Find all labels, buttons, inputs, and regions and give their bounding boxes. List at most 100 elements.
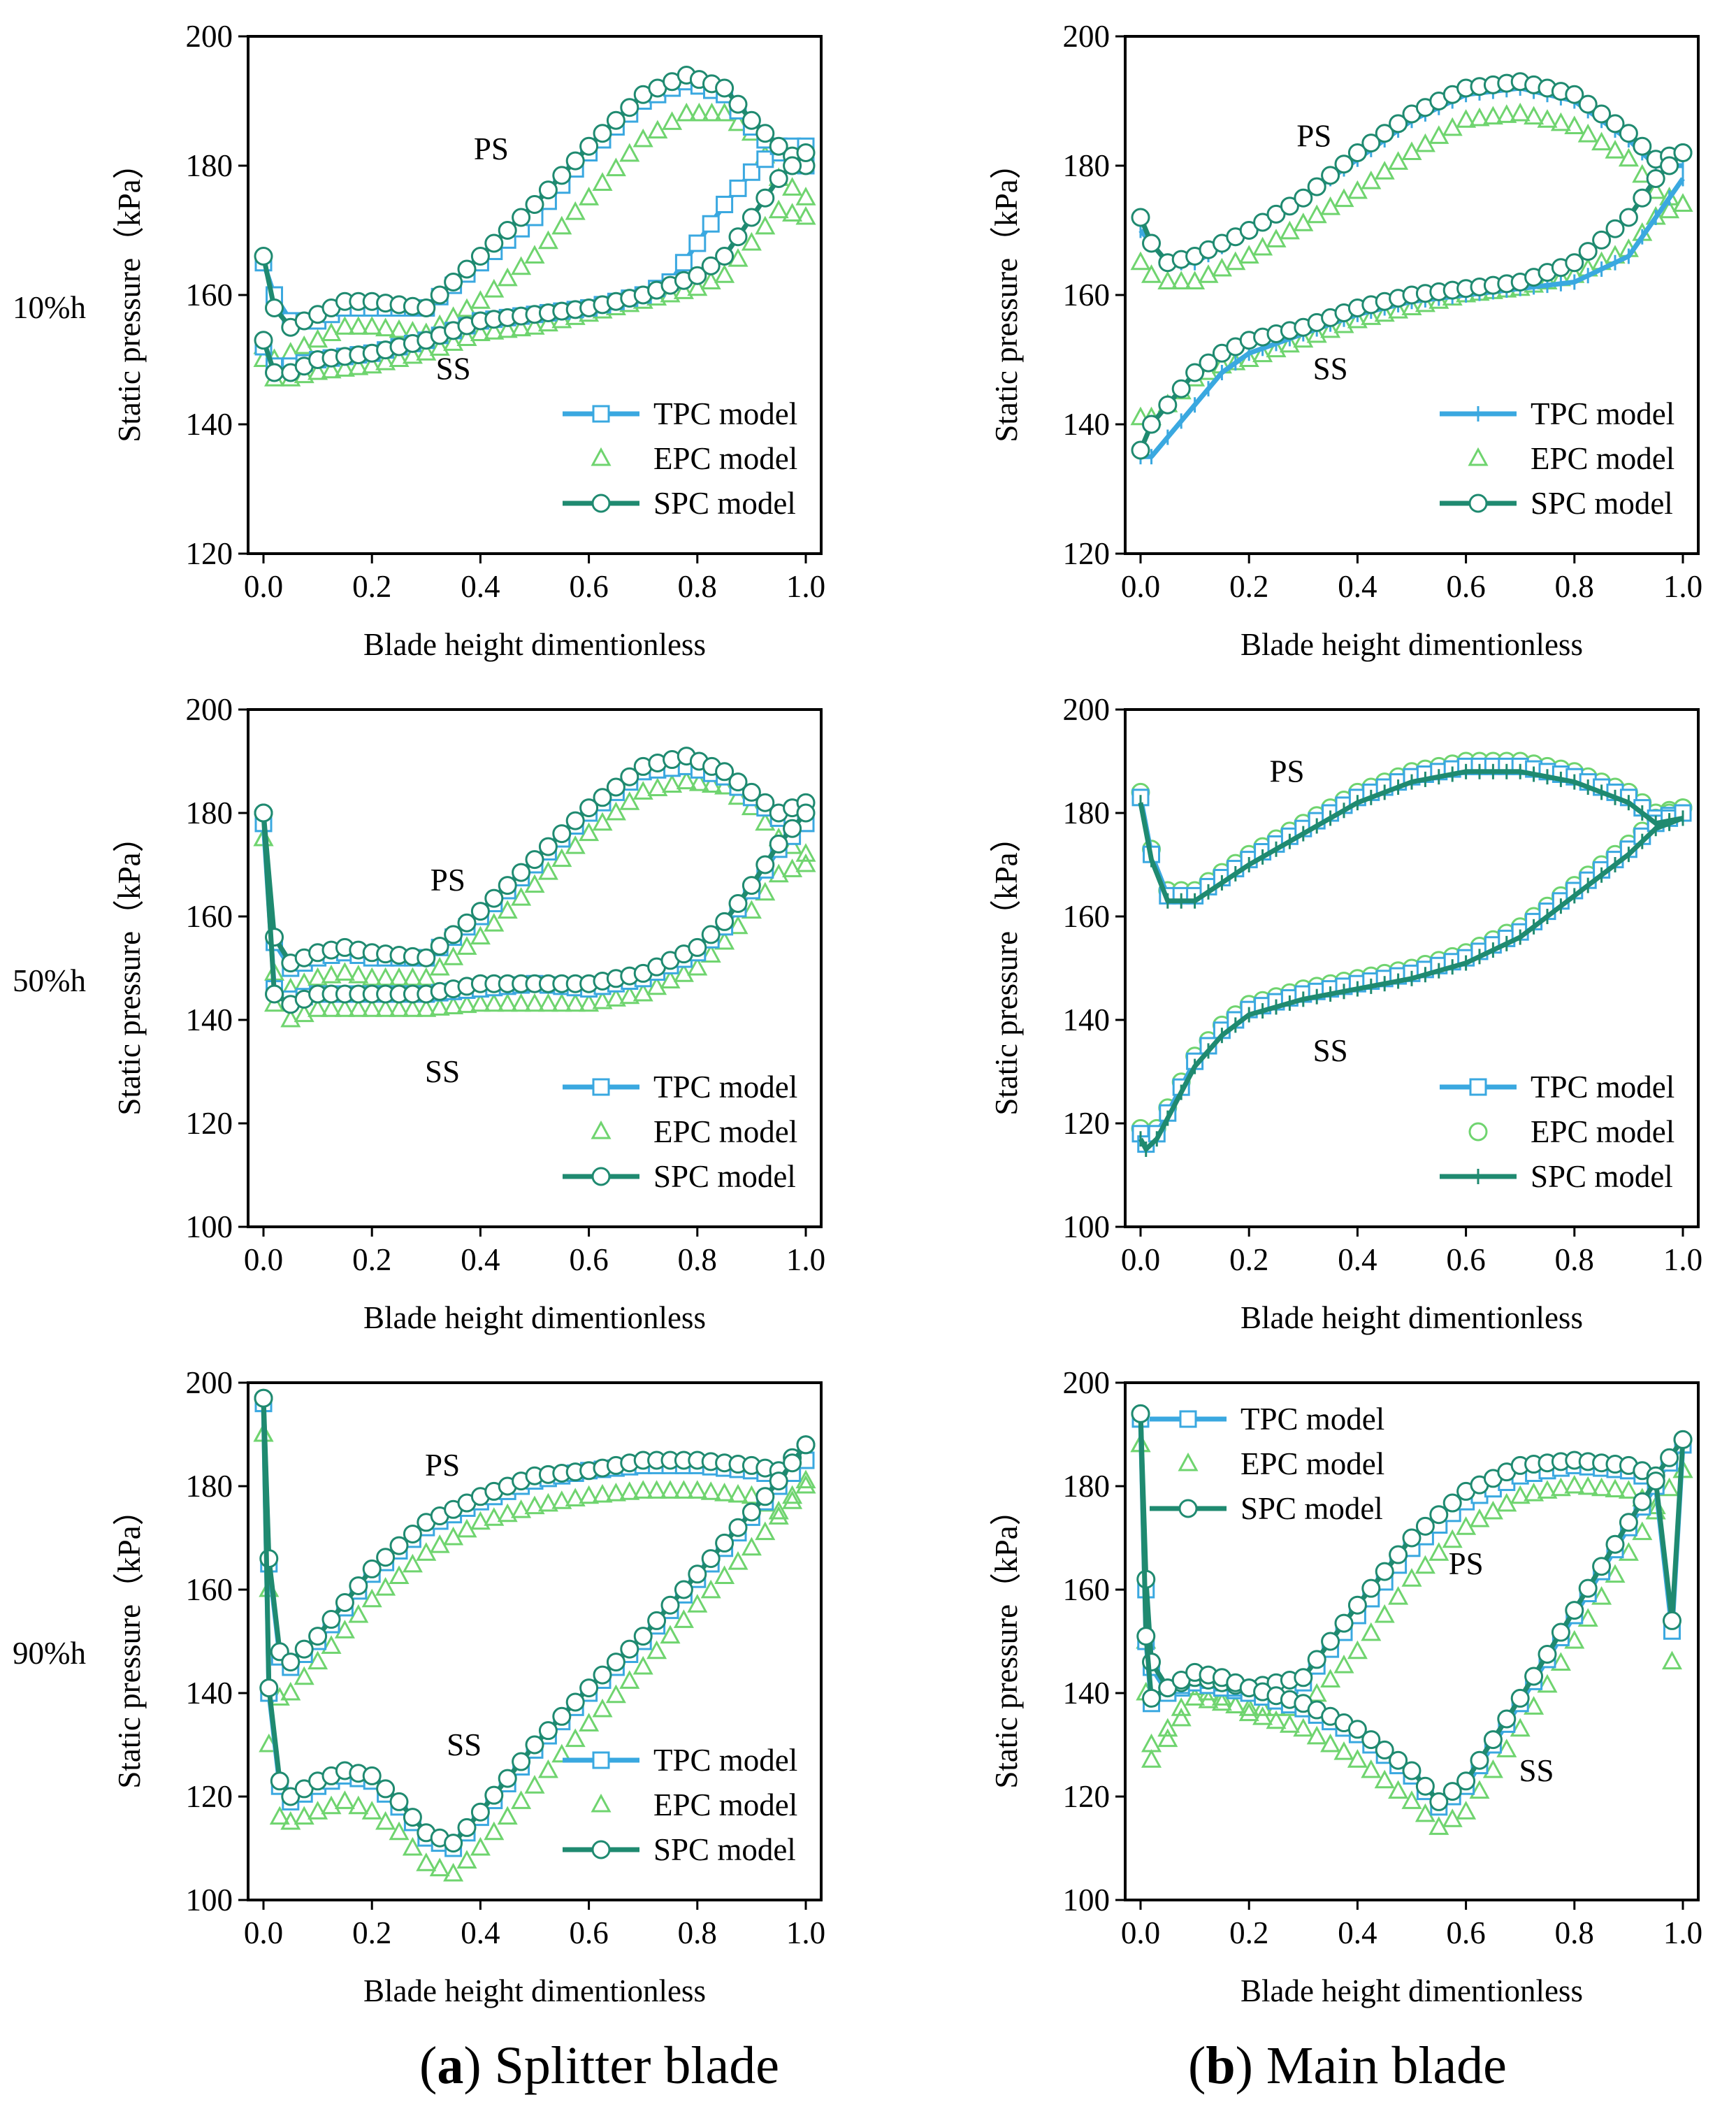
data-point bbox=[1646, 1471, 1665, 1491]
data-point bbox=[1279, 333, 1300, 353]
data-point bbox=[565, 151, 585, 171]
data-point bbox=[1401, 1790, 1422, 1809]
data-point bbox=[1565, 253, 1584, 273]
data-point bbox=[1605, 1534, 1625, 1554]
data-point bbox=[429, 997, 450, 1016]
legend-entry: TPC model bbox=[563, 1743, 797, 1778]
data-point bbox=[688, 102, 709, 122]
data-point bbox=[511, 886, 532, 906]
data-point bbox=[795, 206, 816, 225]
data-point bbox=[1198, 264, 1219, 283]
data-point bbox=[537, 230, 558, 250]
data-point bbox=[1171, 271, 1192, 289]
data-point bbox=[1577, 1476, 1598, 1495]
data-point bbox=[443, 1862, 464, 1882]
plot-frame bbox=[1124, 1381, 1700, 1901]
data-point bbox=[294, 1806, 314, 1825]
x-tick-label: 0.8 bbox=[678, 1915, 717, 1950]
x-tick-label: 0.8 bbox=[1555, 569, 1594, 604]
y-axis-label: Static pressure（kPa） bbox=[112, 821, 147, 1115]
data-point bbox=[280, 1811, 301, 1830]
region-label-ss: SS bbox=[436, 351, 471, 386]
legend-label: SPC model bbox=[1240, 1491, 1383, 1526]
data-point bbox=[1482, 1759, 1503, 1778]
legend-label: TPC model bbox=[653, 1070, 797, 1104]
data-point bbox=[633, 1627, 653, 1646]
data-point bbox=[1456, 109, 1477, 128]
data-point bbox=[1524, 1696, 1545, 1715]
data-point bbox=[1374, 161, 1395, 180]
data-point bbox=[701, 1549, 721, 1569]
legend-marker bbox=[591, 447, 612, 466]
data-point bbox=[606, 1653, 625, 1672]
y-tick-label: 160 bbox=[1063, 899, 1111, 934]
data-point bbox=[782, 1485, 803, 1504]
data-point bbox=[1157, 1728, 1178, 1748]
data-point bbox=[619, 1670, 640, 1689]
data-point bbox=[1577, 1608, 1598, 1627]
data-point bbox=[755, 812, 776, 831]
data-point bbox=[714, 102, 735, 122]
data-point bbox=[1469, 107, 1490, 127]
legend-entry: TPC model bbox=[1440, 1070, 1674, 1104]
data-point bbox=[375, 1577, 396, 1596]
data-point bbox=[755, 855, 775, 875]
data-point bbox=[1618, 1542, 1639, 1561]
x-tick-label: 0.2 bbox=[352, 1915, 391, 1950]
data-point bbox=[1415, 1803, 1435, 1822]
data-point bbox=[565, 993, 586, 1012]
data-point bbox=[348, 964, 369, 984]
data-point bbox=[1429, 1505, 1449, 1525]
data-point bbox=[1662, 1611, 1681, 1630]
data-point bbox=[755, 188, 775, 208]
data-point bbox=[1577, 123, 1598, 143]
series-spc bbox=[1131, 72, 1693, 460]
data-point bbox=[673, 1609, 694, 1628]
data-point bbox=[1415, 1776, 1435, 1796]
data-point bbox=[484, 993, 505, 1012]
data-point bbox=[1442, 1782, 1462, 1801]
data-point bbox=[769, 169, 788, 188]
data-point bbox=[741, 1536, 762, 1556]
x-tick-label: 0.8 bbox=[678, 569, 717, 604]
data-point bbox=[1605, 1564, 1626, 1583]
data-point bbox=[389, 1536, 409, 1555]
data-point bbox=[673, 1480, 694, 1499]
data-point bbox=[714, 264, 735, 283]
data-point bbox=[269, 1806, 290, 1825]
data-point bbox=[1646, 169, 1665, 188]
data-point bbox=[1564, 115, 1585, 134]
y-tick-label: 140 bbox=[1063, 407, 1111, 442]
data-point bbox=[524, 993, 545, 1012]
row-label: 50%h bbox=[13, 963, 86, 998]
x-tick-label: 0.8 bbox=[1555, 1242, 1594, 1277]
x-tick-label: 0.8 bbox=[678, 1242, 717, 1277]
data-point bbox=[1361, 1759, 1382, 1778]
data-point bbox=[1618, 147, 1639, 167]
data-point bbox=[470, 926, 491, 945]
data-point bbox=[715, 912, 735, 931]
data-point bbox=[525, 850, 544, 870]
data-point bbox=[605, 1684, 626, 1704]
data-point bbox=[755, 1487, 775, 1506]
legend-marker bbox=[1178, 1499, 1198, 1518]
legend-marker bbox=[1178, 1452, 1199, 1471]
data-point bbox=[1565, 85, 1584, 104]
data-point bbox=[1347, 1720, 1367, 1739]
legend-marker bbox=[1468, 1122, 1488, 1142]
data-point bbox=[728, 1551, 748, 1570]
data-point bbox=[1361, 1622, 1382, 1641]
data-point bbox=[579, 136, 599, 156]
x-tick-label: 0.8 bbox=[1555, 1915, 1594, 1950]
data-point bbox=[294, 1666, 314, 1685]
legend-marker bbox=[592, 1751, 610, 1769]
data-point bbox=[646, 976, 667, 995]
data-point bbox=[402, 345, 423, 364]
data-point bbox=[334, 358, 355, 377]
data-point bbox=[606, 110, 625, 130]
data-point bbox=[1361, 306, 1382, 325]
data-point bbox=[565, 811, 585, 830]
data-point bbox=[714, 1565, 735, 1584]
data-point bbox=[497, 900, 518, 919]
